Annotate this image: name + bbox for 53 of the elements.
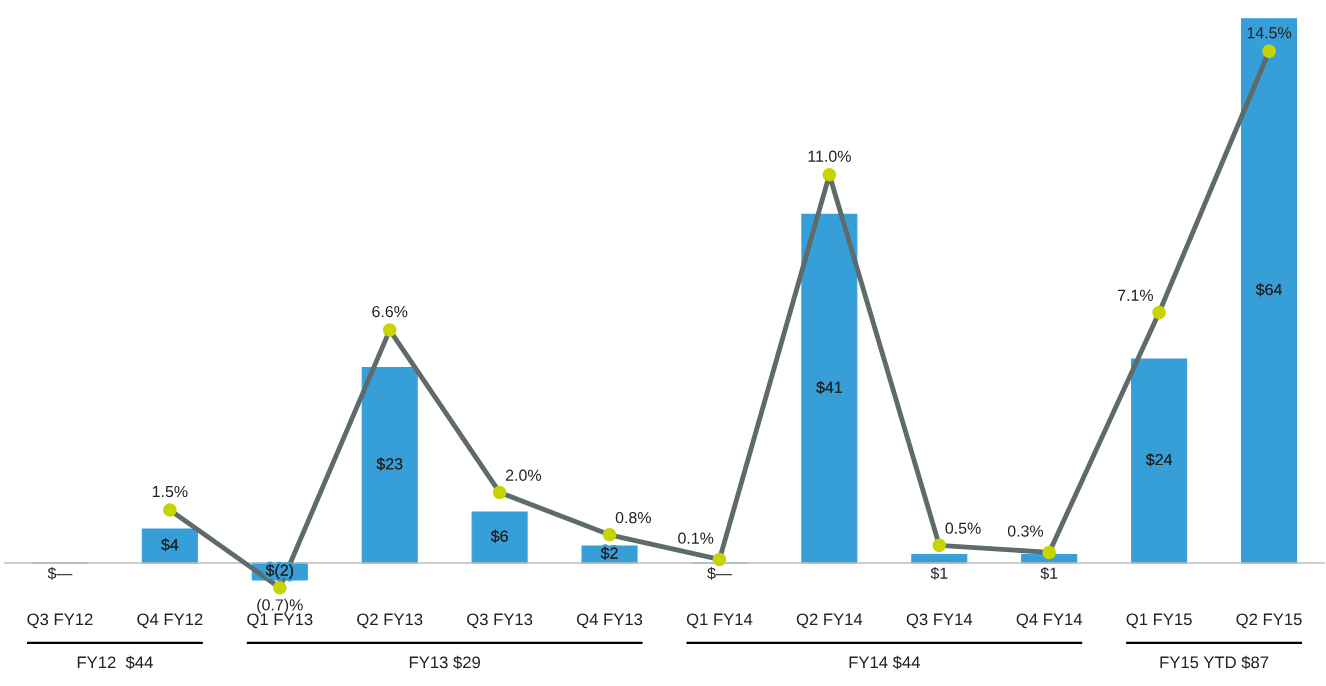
point (822, 168, 837, 182)
point (382, 323, 397, 337)
x-tick-label: Q3 FY14 (906, 613, 973, 629)
point (932, 538, 947, 553)
data-label: $6 (490, 529, 508, 543)
x-tick-label: Q1 FY13 (247, 613, 313, 629)
point (1262, 44, 1276, 59)
data-label: 0.3% (1007, 525, 1044, 537)
point (163, 503, 177, 517)
bar (1241, 18, 1298, 564)
data-label: $2 (600, 546, 618, 560)
x-tick-label: Q3 FY12 (27, 613, 93, 629)
point (1152, 305, 1166, 320)
data-label: 0.8% (615, 511, 651, 524)
data-label: 0.1% (678, 532, 714, 544)
data-label: 7.1% (1117, 289, 1153, 301)
point (602, 528, 617, 542)
bar (361, 366, 418, 564)
data-label: (0.7)% (257, 598, 303, 614)
x-tick-label: Q4 FY12 (137, 613, 203, 629)
data-label: $4 (161, 538, 179, 552)
data-label: $— (707, 566, 732, 580)
data-label: 0.5% (945, 522, 981, 534)
bar (1131, 358, 1188, 564)
data-label: 11.0% (808, 150, 851, 162)
text: FY14 $44 (849, 655, 920, 670)
data-label: $1 (930, 566, 948, 580)
x-tick-label: Q4 FY13 (576, 613, 643, 629)
x-tick-label: Q4 FY14 (1016, 613, 1083, 629)
data-label: $1 (1040, 566, 1058, 580)
data-label: $— (47, 566, 73, 580)
x-tick-label: Q2 FY14 (796, 613, 863, 629)
data-label: $23 (376, 457, 403, 471)
text: FY15 YTD $87 (1160, 655, 1269, 670)
point (712, 552, 727, 567)
text: FY12 $44 (77, 655, 153, 670)
x-tick-label: Q3 FY13 (467, 613, 533, 629)
x-tick-label: Q2 FY15 (1236, 613, 1302, 629)
bar (801, 213, 858, 564)
x-tick-label: Q2 FY13 (357, 613, 423, 629)
point (492, 485, 507, 500)
text: FY13 $29 (409, 655, 481, 670)
data-label: $64 (1255, 283, 1282, 297)
x-tick-label: Q1 FY14 (686, 613, 753, 629)
point (1042, 545, 1056, 560)
data-label: 2.0% (505, 469, 542, 481)
data-label: 1.5% (152, 485, 188, 498)
data-label: $41 (816, 381, 842, 394)
data-label: $24 (1145, 453, 1172, 467)
x-tick-label: Q1 FY15 (1126, 613, 1192, 629)
data-label: 14.5% (1247, 27, 1292, 39)
point (273, 580, 287, 595)
data-label: 6.6% (372, 305, 408, 318)
